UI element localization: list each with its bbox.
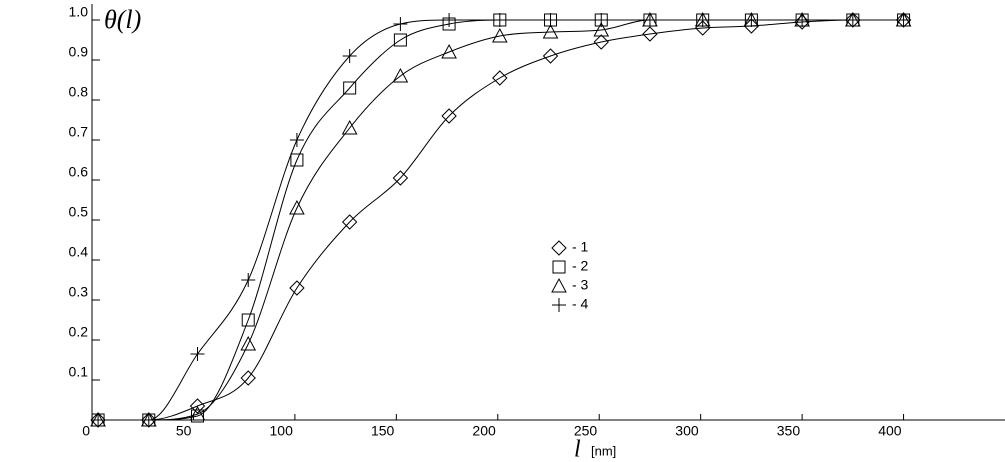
plus-marker (241, 273, 256, 287)
x-tick-label: 300 (675, 423, 699, 439)
x-tick-label: 50 (176, 423, 192, 439)
y-tick-label: 0.5 (69, 204, 89, 220)
diamond-marker (542, 48, 559, 64)
triangle-marker (491, 27, 508, 43)
x-axis-title: l (574, 437, 581, 462)
diamond-marker (492, 70, 508, 86)
y-tick-label: 0.3 (69, 284, 89, 300)
y-tick-label: 0.4 (69, 244, 89, 260)
y-tick-label: 0.6 (69, 164, 89, 180)
diamond-marker (593, 34, 609, 50)
plus-marker (141, 413, 156, 427)
x-tick-label: 0 (82, 423, 90, 439)
plus-marker (744, 13, 759, 27)
diamond-marker (642, 26, 658, 42)
triangle-marker (189, 405, 206, 421)
triangle-marker (240, 335, 257, 351)
y-tick-label: 1.0 (69, 4, 89, 20)
plus-marker (896, 13, 911, 27)
y-tick-label: 0.1 (69, 364, 89, 380)
square-marker (343, 81, 357, 95)
plus-marker (91, 413, 106, 427)
triangle-marker (441, 43, 457, 59)
y-tick-label: 0.8 (69, 84, 89, 100)
triangle-marker (392, 67, 409, 83)
legend-label: - 1 (572, 239, 589, 255)
plus-marker (543, 13, 558, 27)
triangle-marker (593, 21, 610, 37)
diamond-marker (189, 398, 206, 414)
x-tick-label: 400 (878, 423, 902, 439)
y-tick-label: 0.7 (69, 124, 89, 140)
diamond-marker (441, 108, 457, 124)
triangle-marker (289, 199, 305, 215)
x-axis-unit: [nm] (591, 443, 616, 458)
fit-curve (98, 19, 904, 421)
plus-marker (190, 347, 205, 361)
diamond-marker (289, 280, 305, 296)
fit-curve (98, 19, 904, 421)
diamond-marker (392, 170, 409, 186)
plus-marker (795, 13, 810, 27)
square-marker (290, 153, 304, 167)
x-tick-label: 150 (371, 423, 395, 439)
legend-label: - 2 (572, 258, 589, 274)
x-tick-label: 350 (777, 423, 801, 439)
x-tick-label: 100 (270, 423, 294, 439)
diamond-marker (341, 214, 358, 230)
plus-marker (552, 298, 566, 312)
triangle-marker (341, 119, 358, 135)
plus-marker (695, 13, 710, 27)
plus-marker (342, 49, 357, 63)
x-tick-label: 250 (574, 423, 598, 439)
plus-marker (642, 13, 657, 27)
y-tick-label: 0.9 (69, 44, 89, 60)
legend-label: - 4 (572, 296, 589, 312)
triangle-marker (542, 23, 559, 39)
y-axis-title: θ(l) (104, 5, 141, 34)
plus-marker (289, 133, 304, 147)
square-marker (393, 33, 407, 47)
diamond-marker (240, 370, 256, 386)
triangle-marker (551, 277, 567, 293)
plus-marker (393, 17, 408, 31)
square-marker (552, 260, 566, 274)
diamond-marker (551, 240, 567, 256)
fit-curve (98, 19, 904, 421)
fit-curve (98, 19, 904, 421)
x-tick-label: 200 (472, 423, 496, 439)
y-tick-label: 0.2 (69, 324, 89, 340)
plus-marker (442, 13, 457, 27)
plus-marker (594, 13, 609, 27)
legend-label: - 3 (572, 277, 589, 293)
plus-marker (492, 13, 507, 27)
diamond-marker (743, 18, 760, 34)
plus-marker (845, 13, 860, 27)
square-marker (241, 313, 255, 327)
